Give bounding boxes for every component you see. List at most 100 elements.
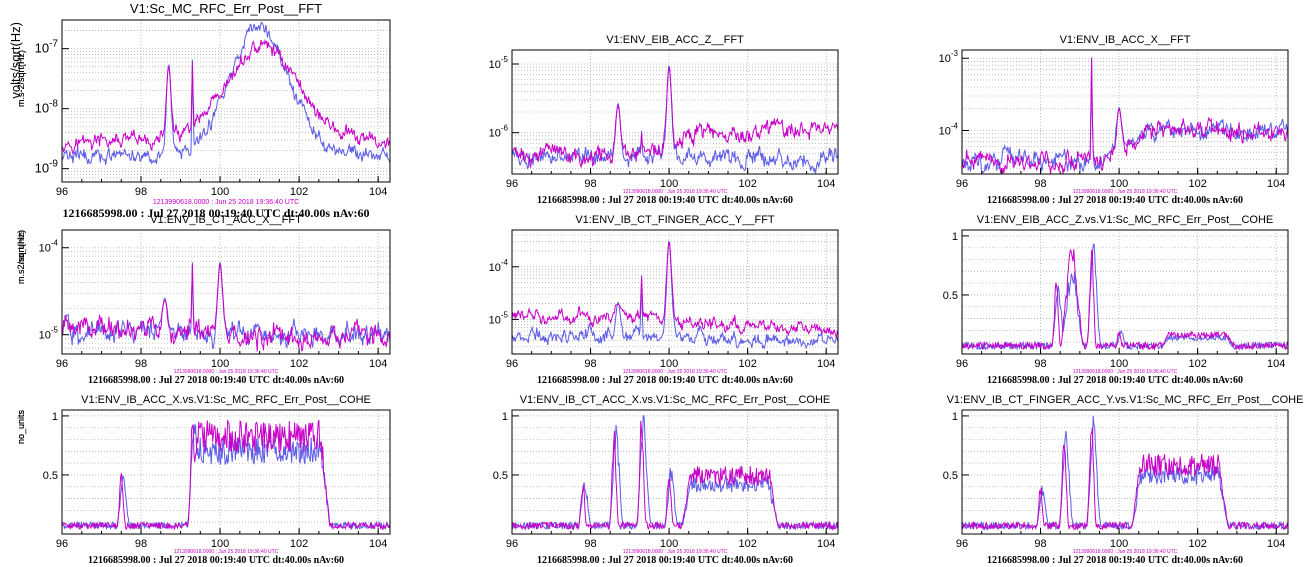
y-tick-label: 1 [952, 231, 958, 243]
reference-stamp: 1213990618.0000 : Jun 25 2018 19:36:40 U… [153, 199, 299, 206]
reference-stamp: 1213990618.0000 : Jun 25 2018 19:36:40 U… [623, 189, 728, 195]
plot-frame [961, 229, 1289, 355]
x-tick-label: 98 [584, 358, 596, 370]
plot-frame [61, 229, 391, 355]
footer-text: 1216685998.00 : Jul 27 2018 00:19:40 UTC… [987, 555, 1243, 566]
x-tick-label: 98 [135, 358, 147, 370]
series-line-blue [61, 261, 391, 350]
x-tick-label: 102 [290, 538, 308, 550]
series-line-blue [511, 415, 839, 531]
x-tick-label: 98 [1034, 178, 1046, 190]
footer-text: 1216685998.00 : Jul 27 2018 00:19:40 UTC… [537, 195, 793, 206]
plot-frame [511, 409, 839, 535]
y-tick-label: 1 [502, 411, 508, 423]
x-tick-label: 96 [506, 358, 518, 370]
x-tick-label: 104 [369, 538, 387, 550]
footer-text: 1216685998.00 : Jul 27 2018 00:19:40 UTC… [88, 375, 344, 386]
x-tick-label: 100 [1110, 358, 1128, 370]
x-tick-label: 96 [506, 178, 518, 190]
x-tick-label: 104 [817, 538, 835, 550]
x-tick-label: 100 [660, 358, 678, 370]
x-tick-label: 98 [1034, 538, 1046, 550]
chart-title: V1:ENV_EIB_ACC_Z__FFT [606, 34, 744, 46]
x-tick-label: 96 [956, 538, 968, 550]
reference-stamp: 1213990618.0000 : Jun 25 2018 19:36:40 U… [1073, 549, 1178, 555]
x-tick-label: 102 [1188, 538, 1206, 550]
series-line-magenta [511, 241, 839, 339]
y-tick-label: 10-6 [489, 124, 509, 140]
footer-text: 1216685998.00 : Jul 27 2018 00:19:40 UTC… [987, 375, 1243, 386]
y-tick-label: 10-9 [35, 159, 59, 176]
y-tick-label: 1 [952, 411, 958, 423]
y-tick-label: 10-8 [35, 99, 59, 116]
footer-text: 1216685998.00 : Jul 27 2018 00:19:40 UTC… [537, 375, 793, 386]
plot-frame [61, 19, 391, 183]
y-axis-label: m.s-2/sqrt(Hz) [16, 50, 26, 107]
plot-frame [961, 49, 1289, 175]
series-line-magenta [511, 420, 839, 531]
reference-stamp: 1213990618.0000 : Jun 25 2018 19:36:40 U… [623, 369, 728, 375]
reference-stamp: 1213990618.0000 : Jun 25 2018 19:36:40 U… [1073, 189, 1178, 195]
x-tick-label: 102 [738, 358, 756, 370]
chart-title: V1:ENV_IB_ACC_X__FFT [1060, 34, 1191, 46]
x-tick-label: 104 [369, 186, 387, 198]
series-line-magenta [61, 263, 391, 352]
y-tick-label: 10-4 [39, 239, 59, 255]
x-tick-label: 102 [1188, 358, 1206, 370]
chart-panel-7: V1:ENV_IB_ACC_X.vs.V1:Sc_MC_RFC_Err_Post… [16, 394, 391, 566]
series-line-magenta [961, 427, 1289, 531]
x-tick-label: 104 [369, 358, 387, 370]
x-tick-label: 100 [211, 186, 229, 198]
x-tick-label: 104 [1267, 538, 1285, 550]
series-line-magenta [961, 58, 1289, 175]
y-axis-label: no_units [16, 410, 26, 445]
x-tick-label: 100 [1110, 178, 1128, 190]
footer-text: 1216685998.00 : Jul 27 2018 00:19:40 UTC… [987, 195, 1243, 206]
x-tick-label: 98 [135, 186, 147, 198]
series-line-magenta [511, 66, 839, 169]
x-tick-label: 104 [817, 178, 835, 190]
x-tick-label: 104 [1267, 178, 1285, 190]
x-tick-label: 100 [660, 178, 678, 190]
y-tick-label: 0.5 [493, 470, 508, 482]
x-tick-label: 102 [738, 178, 756, 190]
x-tick-label: 98 [584, 178, 596, 190]
reference-stamp: 1213990618.0000 : Jun 25 2018 19:36:40 U… [1073, 369, 1178, 375]
x-tick-label: 96 [56, 538, 68, 550]
plot-frame [511, 229, 839, 355]
series-line-blue [961, 415, 1289, 531]
y-tick-label: 10-5 [489, 55, 509, 71]
y-axis-label: volts/sqrt(Hz) [8, 22, 23, 99]
chart-title: V1:ENV_IB_CT_ACC_X.vs.V1:Sc_MC_RFC_Err_P… [520, 394, 831, 406]
series-line-magenta [961, 248, 1289, 351]
x-tick-label: 100 [660, 538, 678, 550]
x-tick-label: 96 [56, 186, 68, 198]
y-tick-label: 10-4 [939, 121, 959, 137]
series-line-magenta [61, 38, 391, 155]
x-tick-label: 102 [290, 358, 308, 370]
y-axis-label: m.s2/sqrt(Hz) [16, 230, 26, 284]
reference-stamp: 1213990618.0000 : Jun 25 2018 19:36:40 U… [174, 369, 279, 375]
chart-title: V1:ENV_IB_CT_ACC_X__FFT [150, 214, 302, 226]
series-line-blue [511, 65, 839, 174]
x-tick-label: 104 [817, 358, 835, 370]
plot-frame [511, 49, 839, 175]
y-axis-label: no_units [16, 410, 26, 445]
chart-panel-2: V1:ENV_EIB_ACC_Z__FFT 96 98 100 102 104 10-6 10… [16, 34, 839, 206]
chart-title: V1:ENV_EIB_ACC_Z.vs.V1:Sc_MC_RFC_Err_Pos… [977, 214, 1274, 226]
y-tick-label: 10-5 [489, 310, 509, 326]
chart-title: V1:Sc_MC_RFC_Err_Post__FFT [130, 1, 322, 16]
y-axis-label: no_units [16, 410, 26, 445]
x-tick-label: 102 [1188, 178, 1206, 190]
reference-stamp: 1213990618.0000 : Jun 25 2018 19:36:40 U… [174, 549, 279, 555]
footer-text: 1216685998.00 : Jul 27 2018 00:19:40 UTC… [537, 555, 793, 566]
series-line-blue [61, 21, 391, 165]
x-tick-label: 104 [1267, 358, 1285, 370]
x-tick-label: 98 [135, 538, 147, 550]
x-tick-label: 98 [584, 538, 596, 550]
footer-text: 1216685998.00 : Jul 27 2018 00:19:40 UTC… [88, 555, 344, 566]
chart-title: V1:ENV_IB_CT_FINGER_ACC_Y.vs.V1:Sc_MC_RF… [947, 394, 1304, 406]
y-tick-label: 0.5 [43, 470, 58, 482]
y-tick-label: 0.5 [943, 470, 958, 482]
